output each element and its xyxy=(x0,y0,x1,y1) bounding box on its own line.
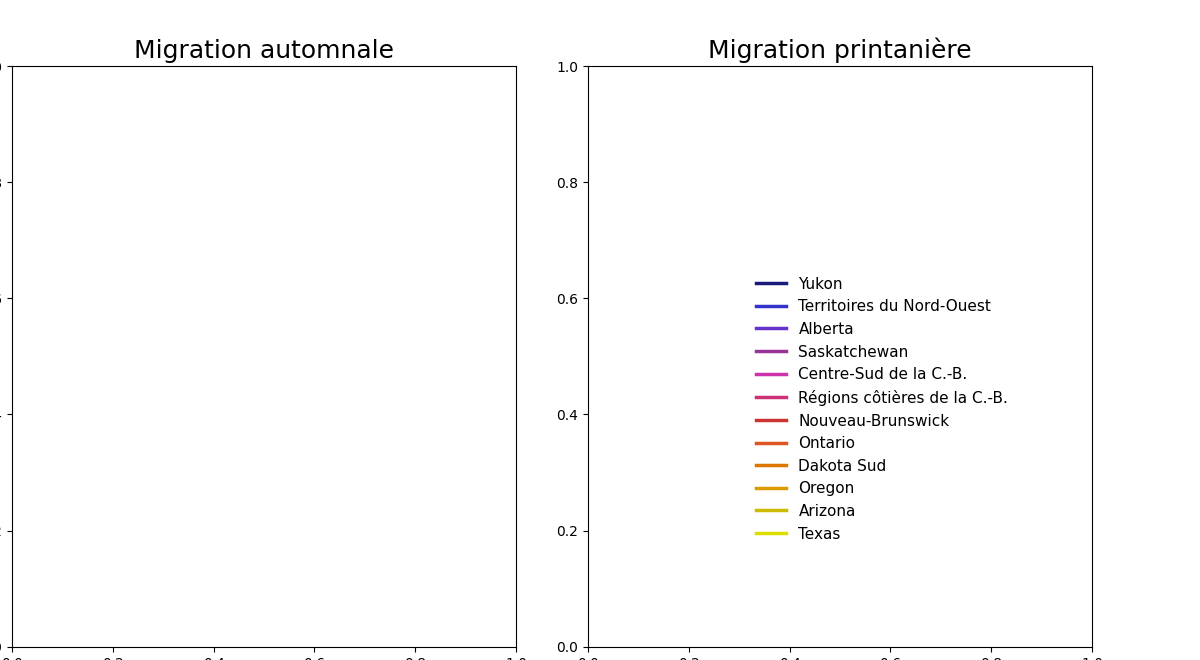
Title: Migration automnale: Migration automnale xyxy=(134,39,394,63)
Title: Migration printanière: Migration printanière xyxy=(708,37,972,63)
Legend: Yukon, Territoires du Nord-Ouest, Alberta, Saskatchewan, Centre-Sud de la C.-B.,: Yukon, Territoires du Nord-Ouest, Albert… xyxy=(750,271,1014,548)
